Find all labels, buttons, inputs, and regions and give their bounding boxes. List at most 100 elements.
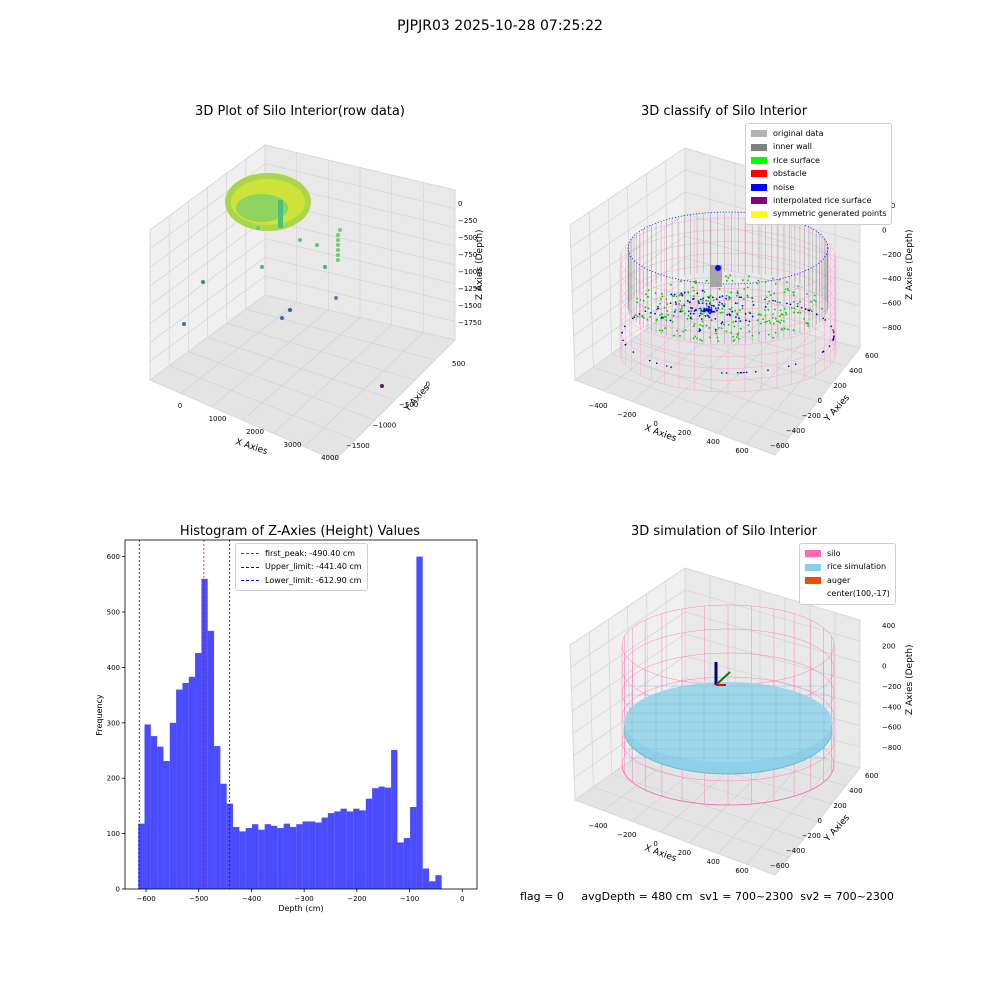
noise-point: [700, 318, 703, 320]
gridline: [593, 786, 790, 858]
rice-surface-point: [686, 318, 689, 320]
simulation-z-axis-label: Z Axies (Depth): [905, 644, 915, 715]
rice-surface-point: [656, 308, 658, 311]
rice-surface-point: [636, 315, 639, 318]
rice-surface-point: [729, 297, 732, 300]
y-tick-label: −600: [770, 442, 789, 450]
noise-point: [822, 350, 825, 353]
rice-surface-point: [785, 313, 788, 316]
noise-point: [660, 317, 663, 319]
histogram-bar: [378, 786, 385, 889]
noise-point: [692, 298, 694, 300]
x-tick-label: −400: [588, 402, 607, 410]
rice-surface-point: [700, 339, 703, 342]
noise-point: [804, 308, 807, 310]
gridline: [571, 191, 686, 270]
rice-surface-point: [781, 328, 783, 330]
z-tick-label: 0: [458, 200, 462, 208]
z-tick-label: 400: [882, 622, 895, 630]
rice-surface-point: [786, 281, 788, 283]
histogram-bar: [384, 787, 392, 889]
noise-point: [748, 320, 751, 323]
simulation-legend: silo rice simulation auger center(100,-1…: [799, 543, 896, 605]
noise-point: [670, 293, 673, 296]
legend-swatch: [805, 577, 821, 585]
rice-surface-point: [765, 296, 768, 299]
noise-point: [679, 310, 682, 313]
status-flag: flag = 0: [520, 890, 564, 903]
gridline: [689, 328, 786, 424]
z-tick-label: −800: [882, 744, 901, 752]
rice-surface-point: [786, 287, 789, 290]
noise-point: [715, 265, 721, 271]
z-tick-label: −1000: [458, 268, 482, 276]
rice-surface-point: [803, 318, 805, 320]
noise-point: [657, 307, 659, 310]
legend-item-original-data: original data: [751, 127, 886, 140]
rice-surface-point: [701, 325, 704, 328]
rice-surface-point: [706, 305, 708, 307]
noise-point: [681, 294, 684, 297]
noise-point: [734, 320, 737, 323]
rice-surface-point: [687, 291, 689, 293]
histogram-bar: [188, 676, 196, 889]
noise-point: [698, 301, 700, 303]
noise-point: [707, 315, 710, 317]
gridline: [264, 219, 456, 266]
histogram-bar: [163, 761, 170, 889]
rice-surface-point: [771, 277, 774, 280]
legend-swatch: [751, 210, 767, 218]
rice-surface-point: [661, 292, 663, 295]
z-tick-label: −400: [882, 703, 901, 711]
histogram-bar: [239, 831, 246, 889]
noise-point: [688, 301, 691, 304]
histogram-bar: [138, 823, 145, 889]
noise-point: [830, 325, 832, 328]
gridline: [303, 332, 424, 447]
noise-point: [824, 319, 827, 321]
rice-surface-point: [729, 291, 732, 294]
histogram-bar: [245, 828, 252, 889]
classify-x-axis-label: X Axies: [643, 423, 678, 444]
legend-item-auger: auger: [805, 574, 890, 587]
z-tick-label: −250: [458, 217, 477, 225]
gridline: [570, 169, 686, 248]
y-tick-label: 0: [818, 817, 822, 825]
rice-surface-point: [779, 322, 782, 324]
rice-surface-point: [712, 299, 715, 301]
histogram-bar: [251, 824, 259, 889]
rice-surface-point: [747, 324, 750, 327]
noise-point: [654, 312, 656, 315]
y-tick-label: 600: [865, 772, 878, 780]
y-tick-label: 200: [107, 775, 120, 783]
rice-surface-point: [810, 300, 812, 303]
data-point: [323, 265, 327, 269]
noise-point: [631, 317, 634, 320]
noise-point: [699, 307, 702, 310]
noise-point: [796, 305, 799, 308]
noise-point: [710, 307, 713, 309]
z-tick-label: −600: [882, 300, 901, 308]
rice-surface-point: [740, 327, 742, 330]
noise-point: [832, 337, 835, 339]
noise-point: [718, 296, 721, 299]
rice-surface-point: [736, 294, 738, 297]
rice-surface-point: [774, 317, 777, 320]
x-tick-label: −200: [617, 831, 636, 839]
rice-surface-point: [727, 323, 730, 326]
y-tick-label: −400: [786, 427, 805, 435]
noise-point: [669, 302, 672, 304]
noise-point: [638, 313, 641, 315]
y-tick-label: 300: [107, 719, 120, 727]
histogram-y-axis-label: Frequency: [95, 694, 104, 736]
data-point: [182, 322, 186, 326]
x-tick-label: 0: [178, 402, 182, 410]
noise-point: [683, 304, 686, 307]
z-tick-label: −200: [882, 251, 901, 259]
legend-line: [241, 580, 259, 582]
gridline: [571, 611, 686, 690]
z-tick-label: 200: [882, 642, 895, 650]
classify-y-axis-label: Y Axies: [822, 393, 852, 425]
noise-point: [713, 310, 716, 313]
histogram-bar: [150, 736, 158, 889]
